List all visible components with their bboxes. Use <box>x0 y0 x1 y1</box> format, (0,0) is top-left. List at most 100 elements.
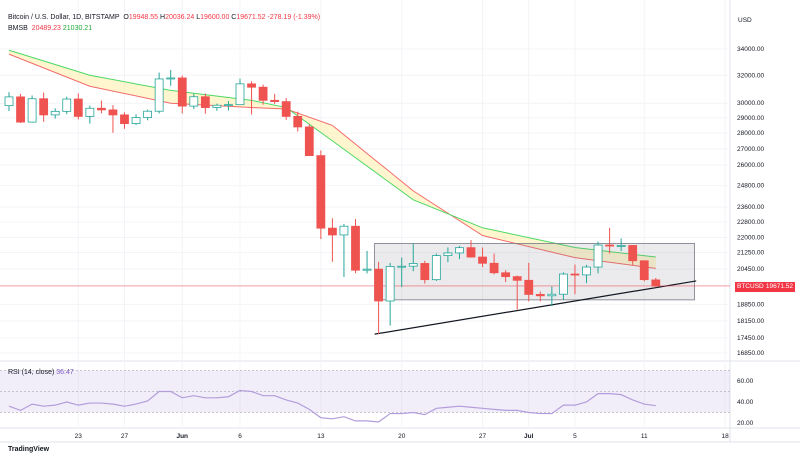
rsi-legend: RSI (14, close) 36.47 <box>8 369 74 376</box>
candle-up <box>50 110 60 116</box>
close-value: 19671.52 <box>236 14 266 21</box>
candle-up <box>362 268 372 271</box>
bmsb-band-fill <box>9 50 656 269</box>
price-axis-label: 26000.00 <box>737 162 764 169</box>
symbol-title: Bitcoin / U.S. Dollar, 1D, BITSTAMP <box>8 14 120 21</box>
rsi-axis-label: 60.00 <box>737 378 754 385</box>
time-axis-label: 11 <box>641 433 648 440</box>
price-axis-label: 23600.00 <box>737 204 764 211</box>
candle-down <box>120 114 129 124</box>
time-axis-label: 23 <box>75 433 83 440</box>
time-axis-label: 13 <box>317 433 325 440</box>
candle-down <box>512 276 522 281</box>
price-axis-label: 21250.00 <box>737 250 764 257</box>
candle-up <box>397 265 407 268</box>
price-axis-label: 27000.00 <box>737 146 764 153</box>
indicator-legend: BMSB 20489.23 21030.21 <box>8 25 93 32</box>
price-axis-label: 18150.00 <box>737 318 764 325</box>
price-axis-label: 22800.00 <box>737 219 764 226</box>
candle-up <box>212 104 222 108</box>
high-value: 20036.24 <box>165 14 195 21</box>
price-axis-label: 22000.00 <box>737 235 764 242</box>
time-axis-label: 27 <box>121 433 129 440</box>
low-value: 19600.00 <box>200 14 230 21</box>
candle-down <box>281 101 291 117</box>
rsi-axis-label: 40.00 <box>737 399 754 406</box>
candle-up <box>616 245 626 247</box>
price-axis-label: 17450.00 <box>737 335 764 342</box>
time-axis-label: Jun <box>176 433 188 440</box>
candle-down <box>304 126 314 157</box>
price-axis-label: 20450.00 <box>737 266 764 273</box>
support-trendline <box>374 280 697 335</box>
price-axis-label: 16850.00 <box>737 350 764 357</box>
candle-down <box>628 245 638 262</box>
time-axis-label: 6 <box>238 433 242 440</box>
candle-up <box>385 266 395 302</box>
rsi-axis-label: 20.00 <box>737 420 754 427</box>
last-price-tag: BTCUSD 19671.52 <box>735 282 795 292</box>
candle-down <box>420 263 430 281</box>
rsi-value: 36.47 <box>56 369 74 376</box>
candle-down <box>524 279 534 295</box>
candle-up <box>443 252 453 256</box>
candle-up <box>85 107 95 117</box>
candle-down <box>200 96 210 108</box>
candle-down <box>639 260 649 281</box>
candle-up <box>131 117 141 124</box>
candle-up <box>547 293 557 297</box>
candle-up <box>154 78 164 112</box>
ema-line <box>8 49 656 258</box>
price-axis-label: 34000.00 <box>737 46 764 53</box>
candle-down <box>489 262 499 274</box>
candle-down <box>478 256 487 264</box>
candle-down <box>501 272 511 278</box>
candle-up <box>559 273 568 295</box>
price-axis-label: 24800.00 <box>737 183 764 190</box>
sma-line <box>8 53 656 269</box>
candle-down <box>108 109 118 116</box>
price-axis-label: 28000.00 <box>737 130 764 137</box>
tradingview-logo[interactable]: TradingView <box>8 446 50 453</box>
time-axis-label: Jul <box>524 433 534 440</box>
candle-down <box>39 98 49 116</box>
candle-down <box>466 247 476 258</box>
candle-down <box>351 225 360 271</box>
candle-up <box>593 244 603 268</box>
candle-down <box>316 155 326 229</box>
candle-up <box>431 255 441 281</box>
candle-down <box>570 273 580 276</box>
candle-down <box>73 98 83 117</box>
price-axis-label: 32000.00 <box>737 72 764 79</box>
candle-up <box>166 77 176 80</box>
price-axis-label: 30000.00 <box>737 100 764 107</box>
candle-up <box>235 83 245 106</box>
time-axis-label: 5 <box>573 433 577 440</box>
sma-value: 20489.23 <box>31 25 61 32</box>
candle-up <box>339 225 349 236</box>
rsi-line <box>8 389 656 423</box>
ema-value: 21030.21 <box>62 25 93 32</box>
candle-up <box>143 110 153 118</box>
candle-up <box>224 104 233 107</box>
price-axis-label: 29000.00 <box>737 115 764 122</box>
candle-up <box>4 96 14 107</box>
candle-down <box>374 268 384 302</box>
candle-down <box>651 279 661 287</box>
candle-up <box>582 266 591 276</box>
candle-down <box>270 99 280 103</box>
time-axis-label: 27 <box>479 433 487 440</box>
candle-up <box>62 98 72 112</box>
candle-down <box>247 83 256 88</box>
candle-up <box>189 96 199 107</box>
candle-up <box>408 263 418 267</box>
candle-down <box>258 86 268 101</box>
candle-down <box>293 115 303 128</box>
price-axis-label: 18850.00 <box>737 301 764 308</box>
symbol-legend: Bitcoin / U.S. Dollar, 1D, BITSTAMP O199… <box>8 14 321 21</box>
time-axis-label: 20 <box>398 433 406 440</box>
candle-down <box>177 77 187 107</box>
candle-down <box>327 227 337 236</box>
open-value: 19948.55 <box>128 14 159 21</box>
